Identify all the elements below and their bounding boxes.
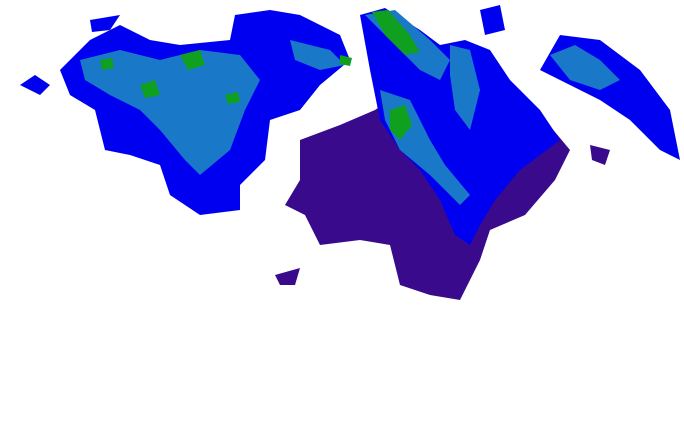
echo-cell	[590, 145, 610, 165]
echo-layer-intense	[100, 10, 420, 140]
echo-cell	[225, 92, 240, 104]
echo-cell	[550, 45, 620, 90]
echo-cell	[100, 58, 114, 70]
echo-cell	[20, 75, 50, 95]
echo-cell	[372, 10, 420, 55]
echo-cell	[450, 45, 480, 130]
echo-cell	[140, 80, 160, 98]
echo-cell	[480, 5, 505, 35]
echo-cell	[390, 105, 412, 140]
echo-cell	[90, 15, 120, 32]
echo-cell	[290, 40, 345, 70]
echo-cell	[360, 8, 560, 245]
echo-cell	[340, 55, 352, 66]
echo-cell	[80, 50, 260, 175]
echo-cell	[275, 268, 300, 285]
echo-cell	[180, 50, 205, 70]
